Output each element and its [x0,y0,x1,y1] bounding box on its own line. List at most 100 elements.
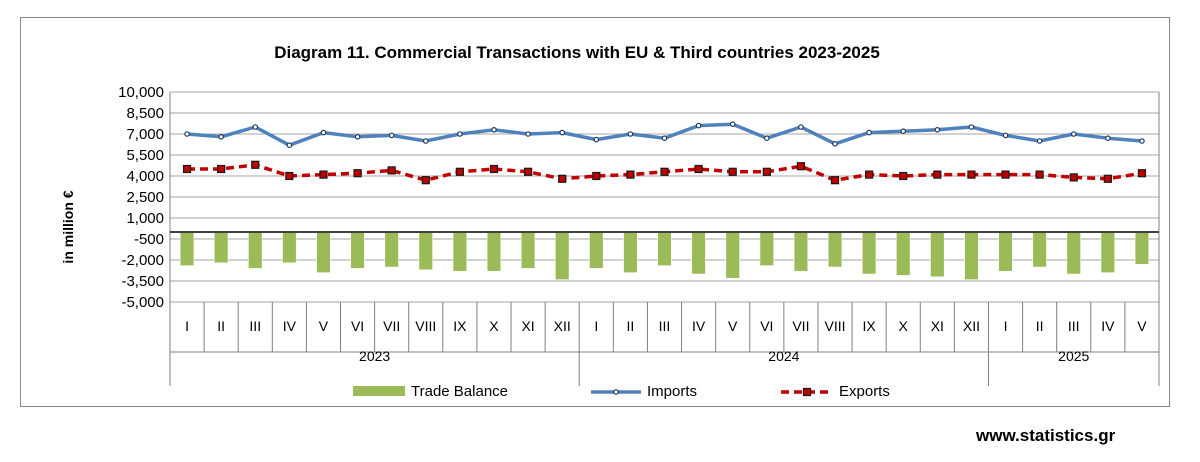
imports-point [354,134,361,140]
x-tick-label: IX [863,318,877,334]
exports-point [523,167,533,176]
trade-balance-bar [555,231,570,280]
y-tick-label: 8,500 [126,105,164,122]
y-tick-label: 1,000 [126,210,164,227]
trade-balance-bar [623,231,638,273]
imports-point [491,127,497,133]
trade-balance-bar [214,231,229,264]
trade-balance-bar [827,231,843,268]
x-tick-label: I [185,318,189,334]
y-tick-label: -3,500 [121,273,164,290]
exports-point [865,170,874,179]
x-tick-label: IV [1101,318,1115,334]
imports-point [184,131,190,137]
x-tick-label: XII [963,318,980,334]
trade-balance-bar [930,231,945,278]
imports-point [1105,135,1111,142]
x-tick-label: II [1036,318,1044,334]
x-tick-label: II [217,318,225,334]
exports-point [899,171,908,181]
exports-point [830,176,840,185]
imports-point [968,124,975,130]
chart-title: Diagram 11. Commercial Transactions with… [274,43,880,62]
exports-point [251,160,260,169]
legend-marker-exports [802,387,812,397]
chart-svg: Diagram 11. Commercial Transactions with… [60,43,1160,400]
x-tick-label: I [594,318,598,334]
exports-point [967,170,976,179]
trade-balance-bar [1100,231,1115,273]
exports-point [933,170,942,179]
exports-point [1069,173,1078,182]
exports-point [796,162,806,171]
trade-balance-bar [452,231,467,272]
trade-balance-bar [964,231,979,280]
imports-point [1036,138,1043,144]
trade-balance-bar [350,231,365,269]
website-footer: www.statistics.gr [976,426,1116,445]
exports-point [1137,169,1147,178]
x-tick-label: IV [692,318,706,334]
imports-point [457,131,463,137]
exports-point [182,164,192,174]
trade-balance-bar [725,231,740,279]
year-label: 2025 [1058,348,1089,364]
x-tick-label: II [627,318,635,334]
imports-point [1002,132,1009,139]
legend-label-imports: Imports [647,383,697,400]
trade-balance-bar [248,231,263,269]
imports-point [832,141,838,147]
trade-balance-bar [521,231,536,269]
year-label: 2023 [359,348,390,364]
exports-point [660,167,669,176]
imports-point [525,131,531,137]
trade-balance-bar [862,231,877,275]
exports-point [626,170,635,179]
exports-point [694,164,703,174]
y-tick-label: 4,000 [126,168,164,185]
trade-balance-bar [384,231,399,268]
exports-point [558,174,567,183]
trade-balance-bar [589,231,604,269]
x-tick-label: VII [383,318,400,334]
legend-marker-imports [613,389,619,395]
x-tick-label: VI [760,318,773,334]
exports-point [455,167,464,176]
y-tick-label: -5,000 [121,294,164,311]
trade-balance-bar [1032,231,1047,268]
y-tick-label: 10,000 [118,84,164,101]
imports-point [866,129,872,136]
x-tick-label: V [728,318,738,334]
x-tick-label: VIII [415,318,436,334]
exports-point [1001,170,1010,179]
trade-balance-bar [418,231,433,271]
imports-point [1070,131,1077,137]
trade-balance-bar [793,231,808,272]
exports-point [762,167,771,176]
exports-point [728,167,737,176]
x-tick-label: X [899,318,909,334]
trade-balance-bar [179,231,195,266]
x-tick-label: XII [554,318,571,334]
imports-point [900,128,907,135]
imports-point [252,124,259,130]
exports-point [1035,170,1044,179]
y-tick-label: 5,500 [126,147,164,164]
exports-point [285,171,294,181]
y-tick-label: -2,000 [121,252,164,269]
imports-line [186,122,1143,147]
imports-point [934,127,941,133]
trade-balance-bar [759,231,774,266]
x-tick-label: XI [931,318,944,334]
trade-balance-bar [1134,231,1150,265]
exports-point [387,166,396,175]
imports-point [798,124,804,130]
y-axis-label: in million € [60,190,76,263]
exports-point [489,164,499,174]
x-tick-label: IV [283,318,297,334]
y-tick-label: 7,000 [126,126,164,143]
imports-point [729,121,736,128]
x-tick-label: I [1004,318,1008,334]
exports-point [421,176,430,185]
trade-balance-bar [316,231,331,273]
